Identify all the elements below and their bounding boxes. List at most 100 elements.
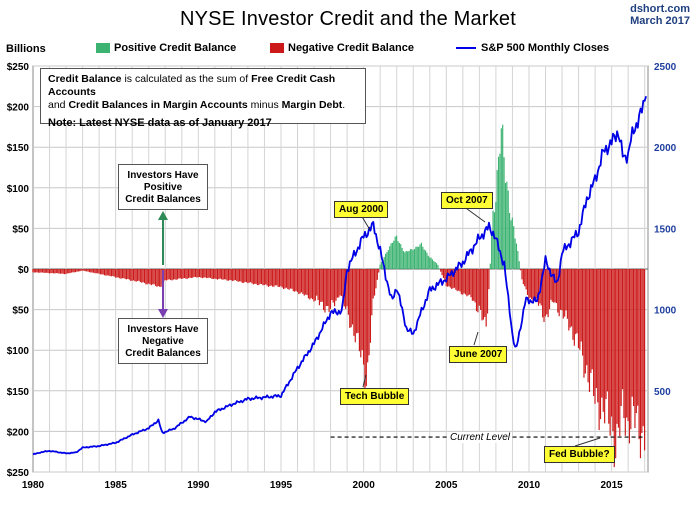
negative-credit-bar	[261, 269, 263, 285]
negative-credit-bar	[558, 269, 560, 317]
x-tick-label: 2010	[518, 480, 541, 491]
sp500-series-line	[32, 95, 647, 456]
positive-credit-bar	[427, 255, 429, 269]
negative-credit-bar	[644, 269, 646, 451]
positive-arrow-head	[158, 211, 168, 220]
negative-credit-bar	[357, 269, 359, 333]
negative-credit-bar	[531, 269, 533, 300]
negative-credit-bar	[179, 269, 181, 279]
positive-credit-bar	[404, 252, 406, 269]
positive-credit-bar	[389, 246, 391, 269]
negative-credit-bar	[478, 269, 480, 306]
negative-credit-bar	[121, 269, 124, 279]
y-left-tick-label: $250	[7, 62, 30, 73]
negative-credit-bar	[642, 269, 644, 427]
negative-credit-bar	[525, 269, 527, 290]
negative-credit-bar	[630, 269, 632, 430]
negative-credit-bar	[364, 269, 366, 390]
y-left-tick-label: $100	[7, 184, 30, 195]
negative-credit-bar	[635, 269, 637, 414]
negative-credit-bar	[232, 269, 234, 282]
negative-credit-bar	[123, 269, 125, 279]
negative-credit-bar	[548, 269, 551, 310]
negative-credit-bar	[369, 269, 372, 343]
negative-credit-bar	[329, 269, 332, 309]
negative-credit-bar	[604, 269, 606, 424]
negative-credit-bar	[88, 269, 90, 273]
negative-credit-bar	[372, 269, 374, 299]
positive-credit-bar	[429, 257, 431, 269]
negative-credit-bar	[46, 269, 48, 273]
legend-sp500-line	[456, 47, 476, 49]
negative-credit-bar	[39, 269, 41, 273]
negative-credit-bar	[334, 269, 336, 307]
negative-credit-bar	[278, 269, 281, 287]
negative-credit-bar	[452, 269, 454, 289]
negative-credit-bar	[459, 269, 461, 292]
negative-credit-bar	[619, 269, 621, 437]
positive-credit-bar	[511, 217, 513, 269]
negative-credit-bar	[551, 269, 553, 302]
negative-credit-bar	[557, 269, 559, 313]
negative-label-line: Negative	[142, 336, 184, 347]
negative-credit-bar	[146, 269, 148, 285]
negative-credit-bar	[154, 269, 157, 286]
negative-credit-bar	[183, 269, 186, 279]
negative-credit-bar	[573, 269, 575, 346]
negative-credit-bar	[338, 269, 340, 298]
negative-credit-bar	[164, 269, 166, 281]
y-right-tick-label: 500	[654, 387, 671, 398]
negative-credit-bar	[234, 269, 237, 281]
negative-credit-bar	[94, 269, 96, 274]
positive-credit-bar	[508, 212, 511, 269]
negative-credit-bar	[321, 269, 323, 302]
negative-credit-bar	[106, 269, 108, 276]
negative-credit-bar	[230, 269, 232, 281]
y-axis-label: Billions	[6, 43, 46, 55]
positive-label-line: Positive	[143, 182, 183, 193]
negative-credit-bar	[97, 269, 99, 274]
negative-credit-bar	[186, 269, 188, 279]
negative-credit-bar	[458, 269, 460, 291]
y-left-tick-label: $250	[7, 468, 30, 479]
legend-sp500-label: S&P 500 Monthly Closes	[481, 42, 610, 54]
negative-credit-bar	[327, 269, 329, 306]
x-tick-label: 2000	[353, 480, 376, 491]
negative-credit-bar	[553, 269, 555, 303]
negative-label-line: Credit Balances	[125, 348, 201, 359]
negative-credit-bar	[90, 269, 92, 273]
negative-credit-bar	[40, 269, 42, 273]
negative-credit-bar	[484, 269, 486, 317]
negative-credit-bar	[223, 269, 225, 280]
negative-credit-bar	[244, 269, 246, 282]
note-text: and	[48, 99, 69, 111]
negative-credit-bar	[448, 269, 450, 287]
negative-credit-bar	[81, 269, 84, 271]
y-left-tick-label: $50	[12, 306, 29, 317]
negative-credit-bar	[68, 269, 70, 274]
negative-credit-bar	[602, 269, 604, 412]
negative-credit-bar	[57, 269, 59, 274]
positive-credit-bar	[496, 170, 498, 269]
negative-credit-bar	[353, 269, 355, 336]
negative-credit-bar	[205, 269, 208, 278]
source-date: March 2017	[630, 15, 690, 27]
negative-credit-bar	[480, 269, 482, 310]
positive-credit-bar	[492, 210, 494, 269]
negative-credit-bar	[639, 269, 642, 459]
negative-credit-bar	[555, 269, 558, 304]
arrow-layer	[158, 211, 168, 318]
y-left-tick-label: $150	[7, 143, 30, 154]
positive-credit-bar	[390, 243, 392, 269]
negative-credit-bar	[50, 269, 52, 274]
negative-credit-bar	[152, 269, 154, 285]
negative-credit-bar	[226, 269, 228, 281]
negative-credit-bar	[41, 269, 44, 273]
negative-credit-bar	[375, 269, 377, 289]
negative-credit-bar	[157, 269, 159, 287]
negative-credit-bar	[170, 269, 172, 281]
negative-credit-bar	[590, 269, 592, 373]
negative-credit-bar	[132, 269, 135, 281]
negative-credit-bar	[193, 269, 195, 277]
negative-credit-bar	[218, 269, 220, 279]
